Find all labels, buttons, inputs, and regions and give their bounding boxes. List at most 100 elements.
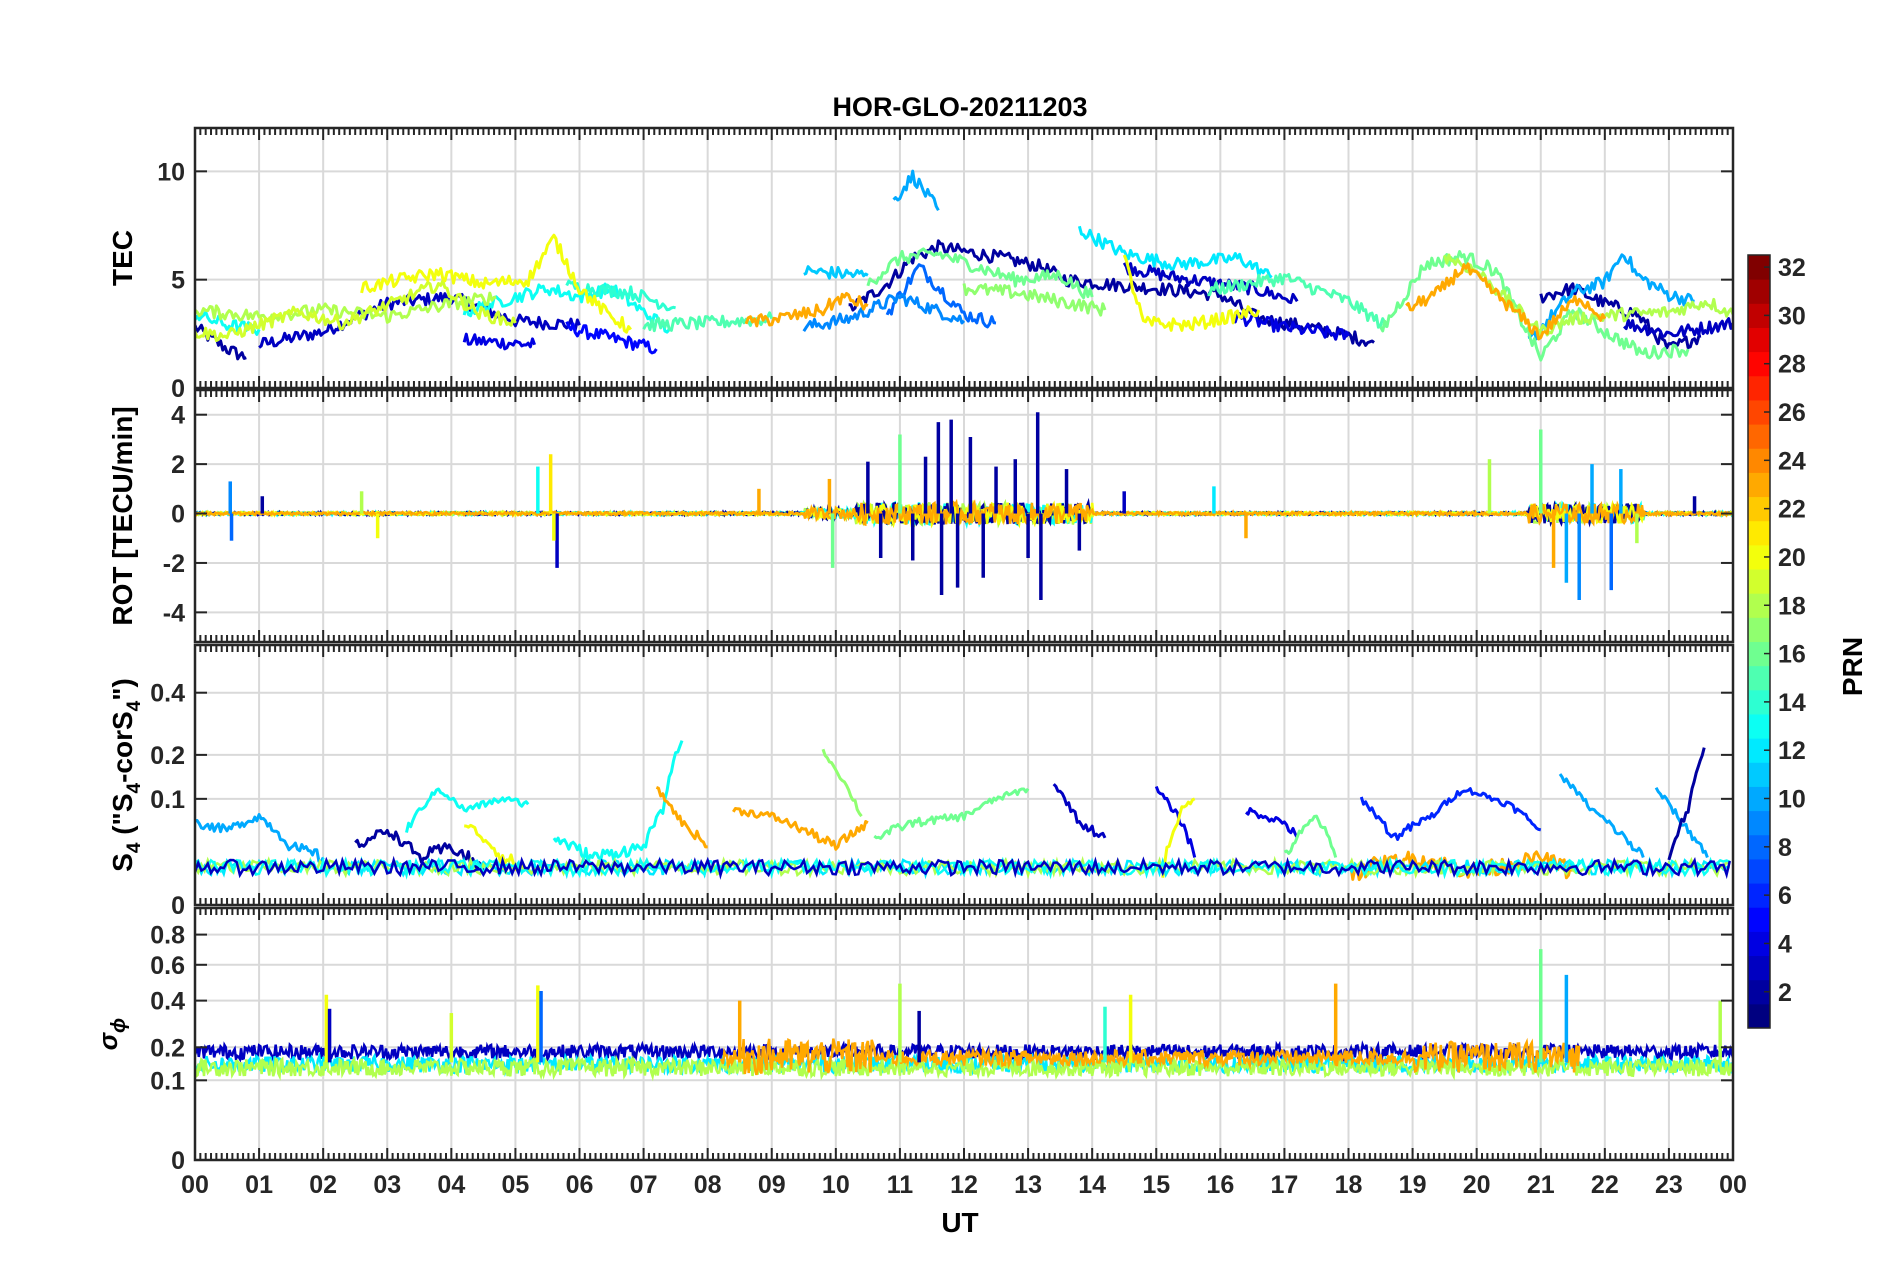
x-tick-label: 16: [1206, 1171, 1234, 1199]
chart-title: HOR-GLO-20211203: [832, 92, 1087, 122]
x-tick-label: 20: [1463, 1171, 1491, 1199]
tec-series-prn-10: [1527, 253, 1695, 341]
tec-series-prn-11: [803, 265, 869, 280]
rot-series-prn-23: [195, 498, 1733, 527]
colorbar-tick-label: 32: [1778, 254, 1806, 282]
colorbar-tick-label: 24: [1778, 447, 1806, 475]
panel-minor-ticks: [194, 128, 1734, 388]
tec-series-prn-12: [1077, 225, 1273, 279]
s4-series-prn-17: [821, 748, 863, 818]
y-tick-label: 4: [171, 402, 185, 430]
colorbar-swatch: [1748, 544, 1770, 570]
panel-plot-area: [195, 169, 1733, 362]
colorbar-tick-label: 20: [1778, 544, 1806, 572]
y-tick-label: 0.6: [150, 952, 185, 980]
y-tick-label: -4: [163, 599, 185, 627]
colorbar-swatch: [1748, 520, 1770, 546]
colorbar-swatch: [1748, 689, 1770, 715]
colorbar-tick-label: 26: [1778, 399, 1806, 427]
x-tick-label: 08: [694, 1171, 722, 1199]
tec-series-prn-17: [962, 283, 1107, 317]
y-axis-label-part: -corS: [107, 711, 138, 783]
x-tick-label: 15: [1142, 1171, 1170, 1199]
s4-series-prn-23: [732, 807, 869, 851]
colorbar-swatch: [1748, 979, 1770, 1005]
x-tick-label: 22: [1591, 1171, 1619, 1199]
y-tick-label: -2: [163, 550, 185, 578]
s4-series-prn-4: [1245, 807, 1299, 839]
colorbar-swatch: [1748, 810, 1770, 836]
colorbar-swatch: [1748, 448, 1770, 473]
x-tick-label: 09: [758, 1171, 786, 1199]
x-tick-label: 05: [502, 1171, 530, 1199]
sigma-band-prn-23: [719, 1037, 1581, 1076]
panel-tec: 0 5 10 TEC: [107, 126, 1735, 403]
colorbar-swatch: [1748, 303, 1770, 328]
x-tick-label: 18: [1335, 1171, 1363, 1199]
y-axis-label-rot: ROT [TECU/min]: [107, 406, 138, 625]
tec-series-prn-23: [1405, 262, 1607, 341]
tec-series-prn-23: [744, 291, 869, 328]
y-tick-label: 0.2: [150, 742, 185, 770]
panel-grid: [195, 390, 1733, 642]
colorbar-tick-label: 6: [1778, 882, 1792, 910]
y-axis-label-part: S: [107, 853, 138, 872]
tec-series-prn-18: [195, 291, 497, 324]
s4-floor-prn-3: [195, 855, 1732, 880]
y-axis-label-tec: TEC: [107, 230, 138, 286]
y-tick-label: 2: [171, 451, 185, 479]
colorbar-swatch: [1748, 907, 1770, 932]
colorbar-swatch: [1748, 713, 1770, 739]
colorbar-swatch: [1748, 472, 1770, 498]
sigma-band-prn-18: [195, 1054, 1733, 1082]
colorbar-swatch: [1748, 738, 1770, 763]
s4-series-prn-23: [655, 786, 708, 849]
x-tick-label: 19: [1399, 1171, 1427, 1199]
y-tick-label: 5: [171, 267, 185, 295]
colorbar-tick-label: 8: [1778, 834, 1792, 862]
y-axis-label-part: 4: [124, 783, 145, 794]
colorbar-swatch: [1748, 279, 1770, 304]
tec-series-prn-13: [462, 282, 671, 334]
colorbar-swatch: [1748, 955, 1770, 981]
colorbar-swatch: [1748, 665, 1770, 691]
y-tick-label: 0: [171, 892, 185, 920]
tec-series-prn-15: [642, 311, 774, 333]
s4-series-prn-13: [405, 787, 530, 833]
y-axis-label-part: ϕ: [108, 1018, 130, 1033]
colorbar-swatch: [1748, 786, 1770, 812]
colorbar-swatch: [1748, 351, 1770, 377]
colorbar-swatch: [1748, 593, 1770, 618]
x-tick-label: 00: [1719, 1171, 1747, 1199]
x-tick-label: 23: [1655, 1171, 1683, 1199]
tec-series-prn-20: [360, 233, 632, 334]
tec-series-prn-8: [885, 263, 997, 329]
x-axis-label: UT: [941, 1207, 978, 1238]
tec-series-prn-5: [565, 321, 658, 355]
x-axis: 00 01 02 03 04 05 06 07 08 09 10 11 12 13 14 15 16 17 18 19…: [181, 1171, 1747, 1199]
x-tick-label: 14: [1078, 1171, 1106, 1199]
colorbar-tick-label: 30: [1778, 302, 1806, 330]
y-axis-label-s4: S4 ("S4-corS4"): [107, 678, 145, 872]
panel-plot-area: [195, 740, 1732, 882]
x-tick-label: 03: [373, 1171, 401, 1199]
tec-series-prn-3: [1122, 262, 1299, 305]
colorbar-swatch: [1748, 327, 1770, 353]
x-tick-label: 01: [245, 1171, 273, 1199]
s4-series-prn-16: [873, 787, 1030, 840]
colorbar-swatch: [1748, 569, 1770, 594]
y-tick-label: 0: [171, 1147, 185, 1175]
y-tick-label: 0.4: [150, 680, 185, 708]
s4-series-prn-16: [1283, 814, 1338, 858]
colorbar-swatch: [1748, 762, 1770, 787]
s4-series-prn-4: [1154, 785, 1197, 858]
x-tick-label: 07: [630, 1171, 658, 1199]
y-tick-label: 0: [171, 501, 185, 529]
colorbar-swatch: [1748, 858, 1770, 884]
colorbar-tick-label: 10: [1778, 786, 1806, 814]
tec-series-prn-15: [1207, 273, 1389, 329]
s4-series-prn-13: [552, 740, 684, 864]
x-tick-label: 13: [1014, 1171, 1042, 1199]
colorbar-swatch: [1748, 617, 1770, 642]
